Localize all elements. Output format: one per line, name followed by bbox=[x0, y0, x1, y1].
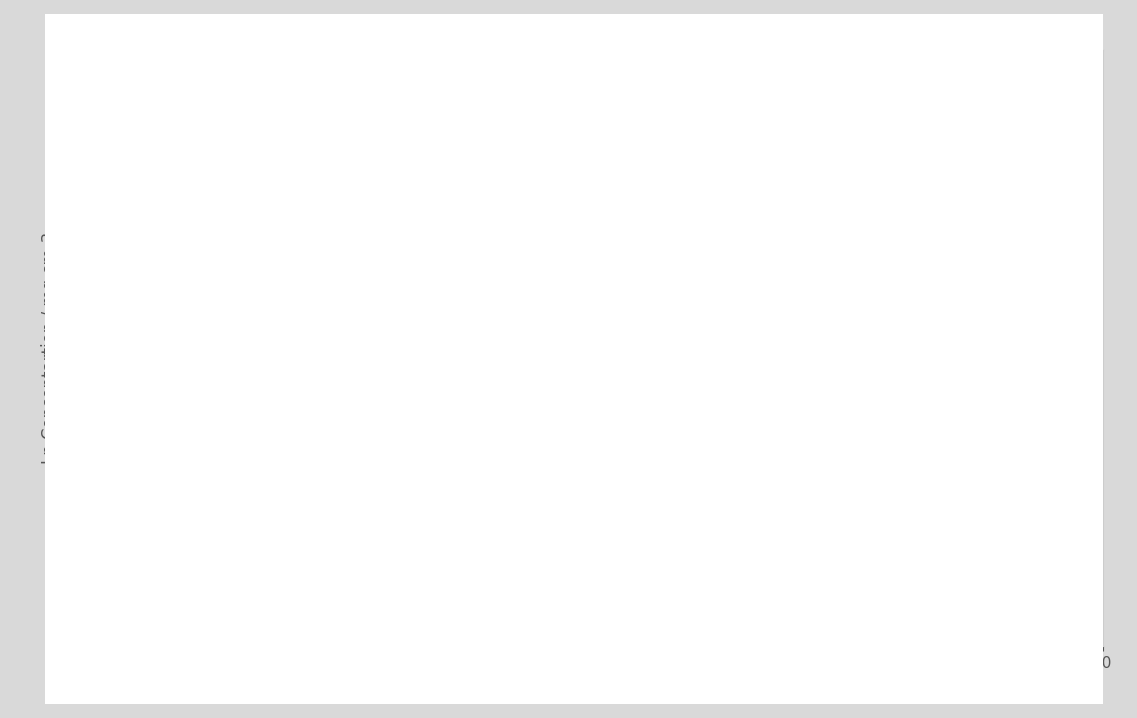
Title: First Order Kinetics using Natural Log of concentration vs time: First Order Kinetics using Natural Log o… bbox=[240, 14, 977, 39]
Text: y = -0.0472x + 1.5682
R² = 0.9932: y = -0.0472x + 1.5682 R² = 0.9932 bbox=[673, 271, 863, 309]
Y-axis label: Ln Concentartion / mg cm-3: Ln Concentartion / mg cm-3 bbox=[41, 232, 59, 465]
X-axis label: Time/Hours: Time/Hours bbox=[561, 676, 656, 694]
Point bbox=[368, 179, 387, 190]
Point bbox=[500, 277, 518, 289]
Point bbox=[698, 380, 716, 391]
Point bbox=[830, 436, 848, 447]
Point bbox=[302, 164, 321, 175]
Point bbox=[764, 398, 782, 410]
Point bbox=[236, 125, 255, 136]
Point bbox=[434, 236, 453, 248]
Point bbox=[566, 290, 584, 302]
Point bbox=[632, 348, 650, 360]
Point bbox=[896, 480, 914, 492]
